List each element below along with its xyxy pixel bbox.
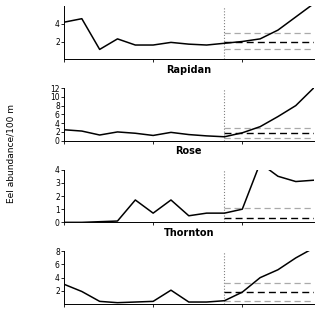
X-axis label: Rose: Rose: [176, 146, 202, 156]
X-axis label: Rapidan: Rapidan: [166, 65, 212, 75]
X-axis label: Thornton: Thornton: [164, 228, 214, 238]
Text: Eel abundance/100 m: Eel abundance/100 m: [7, 104, 16, 203]
